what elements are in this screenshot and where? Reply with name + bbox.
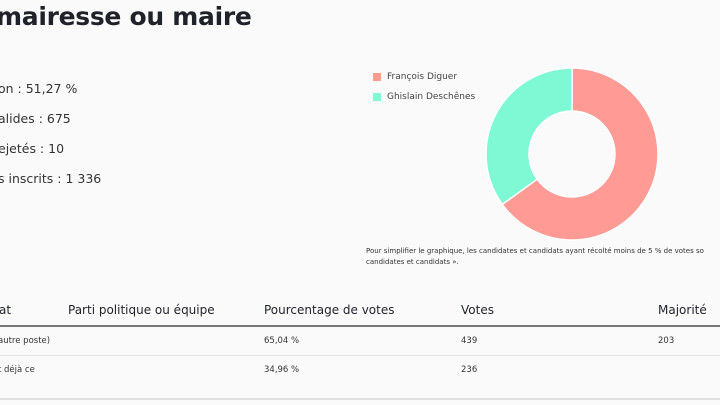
legend-swatch (373, 93, 381, 101)
stat-participation: on : 51,27 % (0, 81, 78, 96)
chart-note-line1: Pour simplifier le graphique, les candid… (366, 247, 704, 255)
legend-item-1: Ghislain Deschênes (373, 92, 475, 102)
chart-note: Pour simplifier le graphique, les candid… (366, 246, 704, 268)
table-bottom-border (0, 398, 720, 400)
stat-registered-voters: s inscrits : 1 336 (0, 171, 102, 186)
donut-chart (485, 67, 659, 241)
cell-percent: 34,96 % (264, 365, 300, 375)
chart-note-line2: candidates et candidats ». (366, 258, 459, 266)
stat-valid-ballots: alides : 675 (0, 111, 71, 126)
col-header-percent: Pourcentage de votes (264, 303, 395, 317)
page-title: mairesse ou maire (0, 2, 252, 31)
legend-label: François Diguer (387, 72, 458, 82)
cell-votes: 236 (461, 365, 478, 375)
donut-slice-1 (485, 67, 573, 206)
cell-candidate: autre poste) (0, 336, 51, 346)
cell-percent: 65,04 % (264, 336, 300, 346)
donut-slice-0 (501, 67, 659, 241)
col-header-votes: Votes (461, 303, 494, 317)
cell-candidate: t déjà ce (0, 365, 35, 375)
col-header-candidate: at (0, 303, 12, 317)
legend-swatch (373, 73, 381, 81)
stat-rejected-ballots: ejetés : 10 (0, 141, 65, 156)
col-header-party: Parti politique ou équipe (68, 303, 215, 317)
legend-item-0: François Diguer (373, 72, 457, 82)
table-header-divider (0, 325, 720, 327)
cell-votes: 439 (461, 336, 478, 346)
row-divider (0, 355, 720, 356)
cell-majority: 203 (658, 336, 675, 346)
legend-label: Ghislain Deschênes (387, 92, 476, 102)
col-header-majority: Majorité (658, 303, 707, 317)
